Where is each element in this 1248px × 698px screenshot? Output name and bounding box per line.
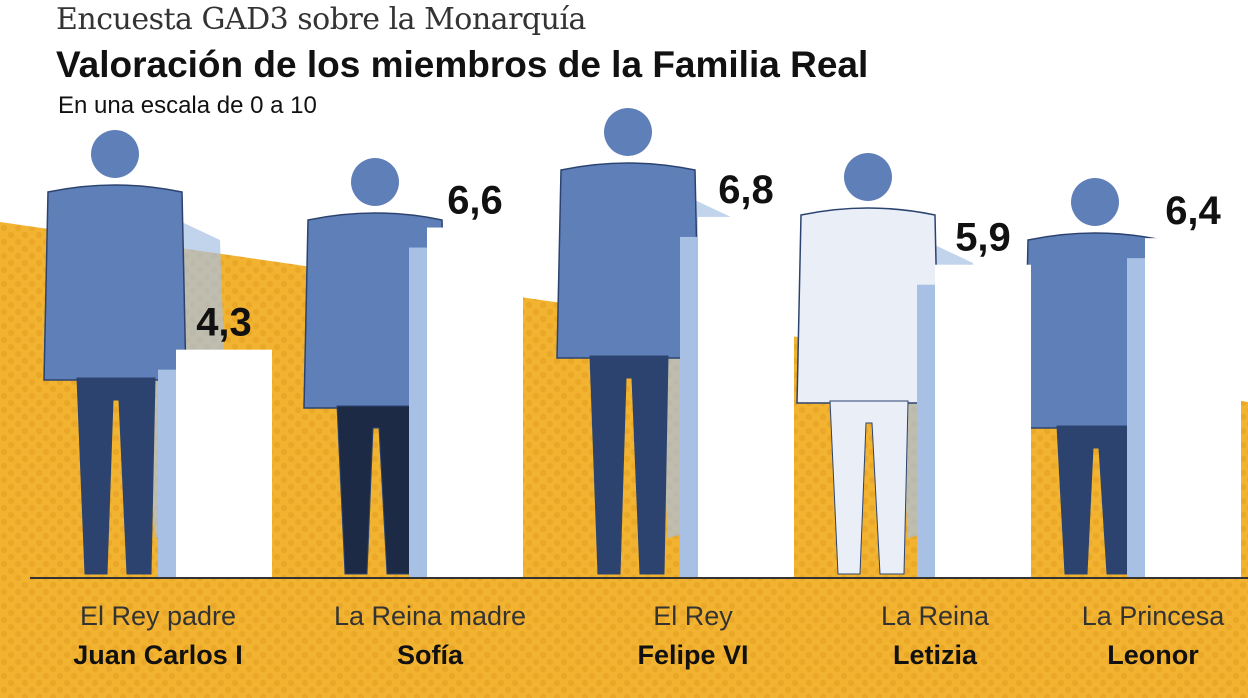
chart-title: Valoración de los miembros de la Familia… <box>56 44 869 85</box>
bar-shadow <box>1127 258 1149 578</box>
figure-head <box>604 108 652 156</box>
bar-3 <box>698 216 794 579</box>
bar-shadow <box>680 236 702 579</box>
bar-4 <box>935 264 1031 578</box>
kicker-text: Encuesta GAD3 sobre la Monarquía <box>56 2 586 37</box>
value-label: 6,8 <box>718 168 774 212</box>
category-role-label: El Rey padre <box>80 601 236 631</box>
bar-5 <box>1145 238 1241 578</box>
value-labels: 4,3 6,6 6,8 5,9 6,4 <box>196 168 1221 345</box>
bar-shadow <box>917 284 939 578</box>
category-name-label: Leonor <box>1107 640 1199 670</box>
figure-head <box>1071 178 1119 226</box>
bar-shadow <box>158 369 180 578</box>
value-label: 4,3 <box>196 301 252 345</box>
figure-legs <box>829 400 909 575</box>
figure-head <box>91 130 139 178</box>
category-role-label: La Reina <box>881 601 990 631</box>
bars-group <box>158 216 1241 579</box>
bar-2 <box>427 227 523 579</box>
category-name-label: Juan Carlos I <box>73 640 243 670</box>
bar-1 <box>176 349 272 578</box>
category-name-label: Felipe VI <box>637 640 748 670</box>
category-labels: El Rey padre Juan Carlos I La Reina madre S… <box>73 601 1225 670</box>
figure-legs <box>76 377 156 575</box>
figure-head <box>351 158 399 206</box>
category-role-label: La Reina madre <box>334 601 526 631</box>
category-role-label: La Princesa <box>1082 601 1226 631</box>
figure-torso <box>556 162 700 359</box>
figure-torso <box>796 207 940 404</box>
category-name-label: Sofía <box>397 640 464 670</box>
figure-torso <box>43 184 187 381</box>
value-label: 6,6 <box>447 179 503 223</box>
figure-head <box>844 153 892 201</box>
value-label: 6,4 <box>1165 189 1221 233</box>
category-name-label: Letizia <box>893 640 978 670</box>
category-role-label: El Rey <box>653 601 733 631</box>
bar-shadow <box>409 247 431 579</box>
chart-subtitle: En una escala de 0 a 10 <box>58 92 317 119</box>
value-label: 5,9 <box>955 216 1011 260</box>
figure-legs <box>589 355 669 575</box>
